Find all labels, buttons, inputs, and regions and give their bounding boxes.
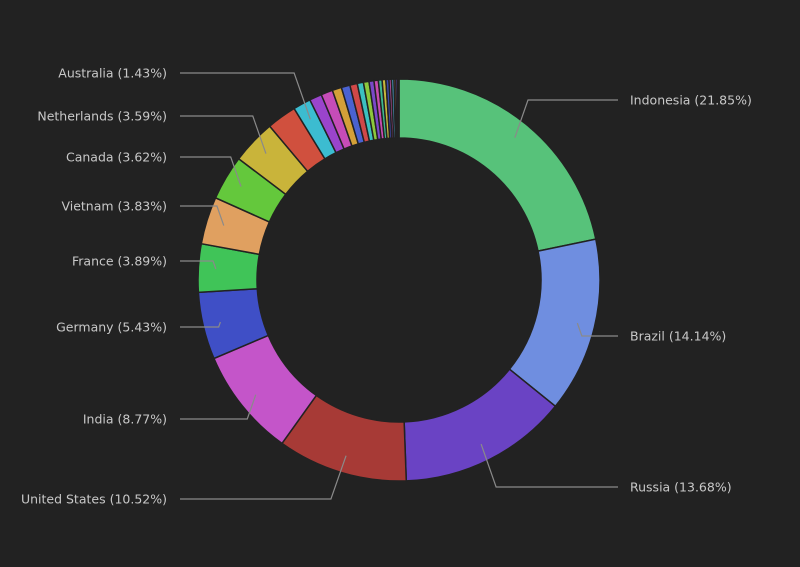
slice-label: Netherlands (3.59%) [37, 109, 167, 124]
slice-label: Brazil (14.14%) [630, 329, 726, 344]
leader-line [480, 443, 618, 488]
leader-line [180, 394, 257, 420]
slice-indonesia[interactable] [398, 78, 597, 253]
slices [197, 78, 601, 482]
slice-label: Vietnam (3.83%) [61, 199, 167, 214]
slice-label: United States (10.52%) [21, 492, 167, 507]
leader-line [180, 115, 267, 154]
leader-line [180, 72, 311, 120]
slice-label: Germany (5.43%) [56, 320, 167, 335]
leader-line [180, 205, 225, 226]
slice-label: Australia (1.43%) [58, 66, 167, 81]
leader-line [180, 321, 221, 328]
leader-line [180, 156, 242, 187]
slice-label: Canada (3.62%) [66, 150, 167, 165]
leader-line [180, 455, 347, 500]
slice-other-28[interactable] [396, 78, 400, 139]
slice-label: India (8.77%) [83, 412, 167, 427]
leader-line [576, 322, 618, 337]
slice-label: Russia (13.68%) [630, 480, 732, 495]
slice-label: France (3.89%) [72, 254, 167, 269]
leader-line [514, 99, 618, 138]
slice-label: Indonesia (21.85%) [630, 93, 752, 108]
labels: Indonesia (21.85%) Brazil (14.14%) Russia … [21, 66, 752, 507]
leader-line [180, 260, 217, 270]
